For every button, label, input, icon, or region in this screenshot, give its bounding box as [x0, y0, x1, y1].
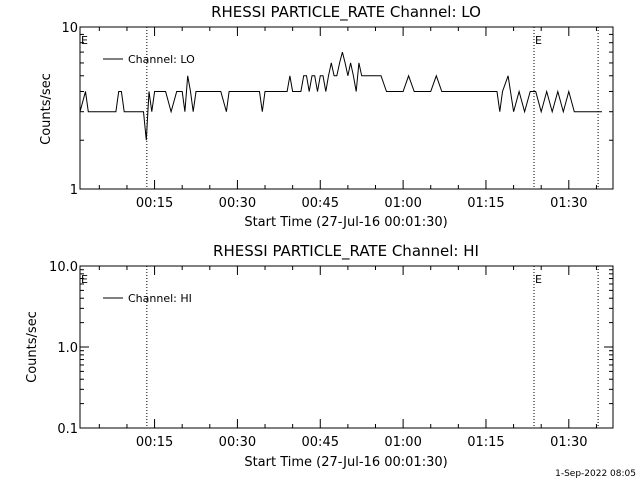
panel-hi-vertical-lines: [146, 266, 599, 428]
panel-hi-xlabel: Start Time (27-Jul-16 00:01:30): [244, 455, 447, 470]
panel-lo-vertical-lines: [146, 27, 599, 189]
panel-lo-xtick-label: 00:30: [219, 196, 256, 211]
panel-hi-title: RHESSI PARTICLE_RATE Channel: HI: [213, 242, 479, 261]
panel-hi-ylabel: Counts/sec: [25, 311, 40, 383]
panel-lo-series-line-0: [79, 51, 602, 141]
panel-lo-xtick-label: 01:15: [467, 196, 504, 211]
panel-hi: RHESSI PARTICLE_RATE Channel: HI Counts/…: [25, 242, 614, 470]
panel-lo-xtick-label: 01:00: [384, 196, 421, 211]
panel-hi-ytick-label: 1.0: [57, 341, 78, 356]
panel-hi-xtick-label: 00:15: [136, 435, 173, 450]
panel-lo-xtick-label: 00:15: [136, 196, 173, 211]
panel-hi-legend-label: Channel: HI: [128, 292, 192, 305]
panel-lo-ticks: 1 10 00:15 00:30 00:45 01:00 01:15 01:30: [61, 21, 613, 211]
panel-lo-xtick-label: 01:30: [550, 196, 587, 211]
footer-timestamp: 1-Sep-2022 08:05: [555, 469, 636, 479]
panel-lo-event-marker: E: [81, 34, 88, 47]
panel-hi-xtick-label: 01:15: [467, 435, 504, 450]
panel-hi-ticks: 0.1 1.0 10.0 00:15 00:30 00:45 01:00 01:15 01:30: [49, 260, 613, 450]
panel-hi-ytick-label: 10.0: [49, 260, 78, 275]
panel-hi-event-marker: E: [535, 273, 542, 286]
panel-lo-title: RHESSI PARTICLE_RATE Channel: LO: [211, 3, 481, 22]
panel-lo: RHESSI PARTICLE_RATE Channel: LO Counts/…: [39, 3, 614, 230]
panel-hi-xtick-label: 00:45: [302, 435, 339, 450]
panel-hi-legend: Channel: HI: [103, 292, 192, 305]
panel-hi-event-marker: E: [81, 273, 88, 286]
panel-hi-ytick-label: 0.1: [57, 422, 78, 437]
panel-lo-event-marker: E: [535, 34, 542, 47]
panel-lo-ytick-label: 1: [70, 183, 78, 198]
panel-hi-plot-frame: [79, 265, 614, 429]
panel-lo-legend: Channel: LO: [103, 53, 195, 66]
panel-lo-ytick-label: 10: [61, 21, 78, 36]
panel-hi-xtick-label: 00:30: [219, 435, 256, 450]
panel-hi-xtick-label: 01:00: [384, 435, 421, 450]
panel-lo-legend-label: Channel: LO: [128, 53, 195, 66]
panel-lo-xlabel: Start Time (27-Jul-16 00:01:30): [244, 215, 447, 230]
panel-lo-plot-frame: [79, 26, 614, 190]
panel-lo-ylabel: Counts/sec: [39, 73, 54, 145]
panel-lo-series: [79, 51, 602, 141]
panel-hi-xtick-label: 01:30: [550, 435, 587, 450]
panel-lo-xtick-label: 00:45: [302, 196, 339, 211]
